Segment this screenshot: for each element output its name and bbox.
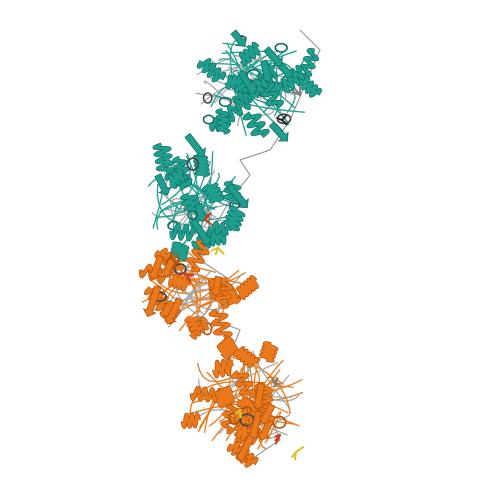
ligand-bond [274,382,281,386]
beta-strand [268,121,289,142]
helix [215,386,235,408]
helix-ring [218,96,232,108]
helix [231,370,257,398]
coil-loop [229,40,247,136]
ligand-bond [217,247,225,255]
beta-strand [258,402,276,425]
helix [168,168,185,189]
ligand-bond [291,451,297,458]
helix [190,386,223,403]
ligand-bond [234,409,241,415]
coil-loop [151,199,244,218]
beta-strand [237,69,258,95]
coil-loop [178,309,200,332]
helix [217,336,238,360]
coil-loop [223,354,291,415]
helix [259,341,278,362]
helix [224,206,245,231]
helix-ring [187,210,198,221]
helix [187,240,209,272]
helix [185,315,204,333]
beta-strand [259,59,275,83]
coil-loop [228,359,281,410]
ligand-bond [180,271,189,276]
helix [281,65,305,93]
coil-loop [234,67,290,124]
helix [255,382,274,413]
helix-ring [274,42,288,53]
helix [239,42,260,66]
helix [197,58,226,82]
beta-strand [142,285,162,318]
helix [181,413,201,429]
ligand-bond [281,119,288,126]
sheet-layer [142,29,293,462]
beta-strand [154,173,172,196]
helix [226,93,252,122]
ligand-bond [281,114,288,121]
helix [216,108,230,134]
ligand-bond [295,446,305,453]
ligand-layer [180,86,305,461]
ligand-bond [276,117,283,121]
beta-strand [160,258,176,278]
helix-ring [202,114,215,125]
helix-ring [173,263,187,275]
helix [300,48,319,77]
helix [168,273,191,291]
coil-loop [190,288,213,316]
helix [237,275,259,300]
beta-strand [147,254,165,280]
helix [215,278,233,309]
helix [180,193,201,213]
helix [209,221,231,236]
helix [212,358,234,378]
helix [193,154,210,177]
ligand-bond [293,87,301,96]
helix [202,183,225,203]
beta-strand [230,29,247,47]
beta-strand [235,434,255,462]
helix [243,112,269,138]
helix [209,309,232,340]
beta-strand [189,218,212,245]
ligand-bond [275,434,281,445]
helix [233,346,259,368]
ligand-bond [204,219,213,226]
beta-strand [251,382,266,410]
beta-strand [263,46,283,67]
helix-ring [186,157,200,171]
beta-strand [208,275,224,297]
beta-strand [226,183,249,209]
helix-ring [202,92,213,104]
ligand-bond [210,247,219,252]
ligand-bond [204,212,212,221]
beta-strand [257,414,276,441]
helix [170,223,198,241]
beta-strand [184,132,207,158]
helix [153,143,175,175]
ligand-bond [187,274,191,283]
helix [170,242,189,261]
beta-strand [163,297,184,325]
